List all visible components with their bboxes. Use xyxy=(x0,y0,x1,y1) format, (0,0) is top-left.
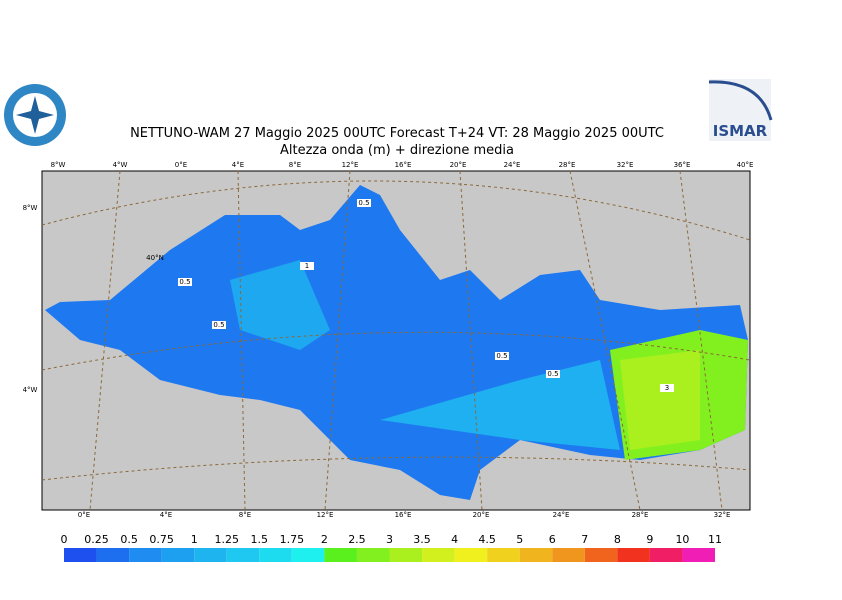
contour-label-bg xyxy=(660,384,674,392)
top-grid-label: 0°E xyxy=(175,161,187,169)
colorbar-swatch xyxy=(96,548,130,562)
contour-label-bg xyxy=(178,278,192,286)
contour-label: 0.5 xyxy=(179,278,190,286)
grid-label: 40°N xyxy=(146,254,164,262)
colorbar-swatch xyxy=(356,548,390,562)
bottom-grid-label: 4°E xyxy=(160,511,172,519)
colorbar-swatch xyxy=(682,548,715,562)
colorbar-label: 3.5 xyxy=(413,533,431,546)
grid-label: 8°W xyxy=(23,204,38,212)
colorbar-label: 5 xyxy=(516,533,523,546)
colorbar-label: 6 xyxy=(549,533,556,546)
colorbar-swatch xyxy=(617,548,650,562)
contour-label: 0.5 xyxy=(547,370,558,378)
contour-label: 0.5 xyxy=(496,352,507,360)
contour-label: 0.5 xyxy=(358,199,369,207)
colorbar-label: 3 xyxy=(386,533,393,546)
logo-text: ISMAR xyxy=(713,122,768,140)
bottom-grid-label: 24°E xyxy=(553,511,570,519)
colorbar-label: 1 xyxy=(191,533,198,546)
colorbar-swatch xyxy=(64,548,97,562)
colorbar-swatch xyxy=(161,548,195,562)
bottom-grid-label: 32°E xyxy=(714,511,731,519)
logo-right: ISMAR xyxy=(708,79,773,141)
top-grid-label: 20°E xyxy=(450,161,467,169)
top-grid-label: 8°E xyxy=(289,161,301,169)
colorbar-swatch xyxy=(291,548,325,562)
colorbar-label: 7 xyxy=(581,533,588,546)
contour-label-bg xyxy=(357,199,371,207)
colorbar-swatch xyxy=(259,548,292,562)
colorbar-label: 11 xyxy=(708,533,722,546)
colorbar-label: 0.25 xyxy=(84,533,109,546)
colorbar-label: 1.75 xyxy=(280,533,305,546)
colorbar-label: 2.5 xyxy=(348,533,366,546)
colorbar-label: 10 xyxy=(675,533,689,546)
top-grid-label: 32°E xyxy=(617,161,634,169)
colorbar-swatch xyxy=(552,548,585,562)
contour-label-bg xyxy=(212,321,226,329)
top-grid-label: 40°E xyxy=(737,161,754,169)
bottom-grid-label: 8°E xyxy=(239,511,251,519)
contour-label: 0.5 xyxy=(213,321,224,329)
colorbar-label: 4.5 xyxy=(478,533,496,546)
colorbar-swatch xyxy=(649,548,683,562)
top-grid-label: 12°E xyxy=(342,161,359,169)
colorbar-label: 2 xyxy=(321,533,328,546)
title: NETTUNO-WAM 27 Maggio 2025 00UTC Forecas… xyxy=(130,126,664,141)
colorbar-label: 8 xyxy=(614,533,621,546)
colorbar-swatch xyxy=(422,548,455,562)
contour-label-bg xyxy=(495,352,509,360)
map xyxy=(41,170,751,511)
top-grid-label: 8°W xyxy=(51,161,66,169)
top-grid-label: 16°E xyxy=(395,161,412,169)
colorbar-label: 0.75 xyxy=(149,533,174,546)
colorbar-swatch xyxy=(454,548,488,562)
colorbar-swatch xyxy=(519,548,553,562)
contour-label-bg xyxy=(300,262,314,270)
top-grid-label: 24°E xyxy=(504,161,521,169)
grid-label: 4°W xyxy=(23,386,38,394)
colorbar-swatch xyxy=(324,548,357,562)
colorbar-label: 4 xyxy=(451,533,458,546)
colorbar-swatch xyxy=(129,548,162,562)
contour-label: 3 xyxy=(665,384,669,392)
logo-left xyxy=(4,84,66,146)
colorbar-label: 0 xyxy=(61,533,68,546)
subtitle: Altezza onda (m) + direzione media xyxy=(280,143,514,158)
colorbar-label: 1.5 xyxy=(251,533,269,546)
colorbar-label: 9 xyxy=(646,533,653,546)
bottom-grid-label: 12°E xyxy=(317,511,334,519)
colorbar-swatch xyxy=(226,548,260,562)
contour-label-bg xyxy=(546,370,560,378)
colorbar-label: 0.5 xyxy=(120,533,138,546)
colorbar-swatch xyxy=(584,548,618,562)
colorbar-swatch xyxy=(487,548,520,562)
top-grid-label: 36°E xyxy=(674,161,691,169)
contour-label: 1 xyxy=(305,262,309,270)
colorbar-swatch xyxy=(194,548,227,562)
top-grid-label: 4°W xyxy=(113,161,128,169)
top-grid-label: 28°E xyxy=(559,161,576,169)
top-grid-label: 4°E xyxy=(232,161,244,169)
bottom-grid-label: 16°E xyxy=(395,511,412,519)
bottom-grid-label: 20°E xyxy=(473,511,490,519)
bottom-grid-label: 0°E xyxy=(78,511,90,519)
colorbar-swatch xyxy=(389,548,423,562)
colorbar-label: 1.25 xyxy=(215,533,240,546)
bottom-grid-label: 28°E xyxy=(632,511,649,519)
